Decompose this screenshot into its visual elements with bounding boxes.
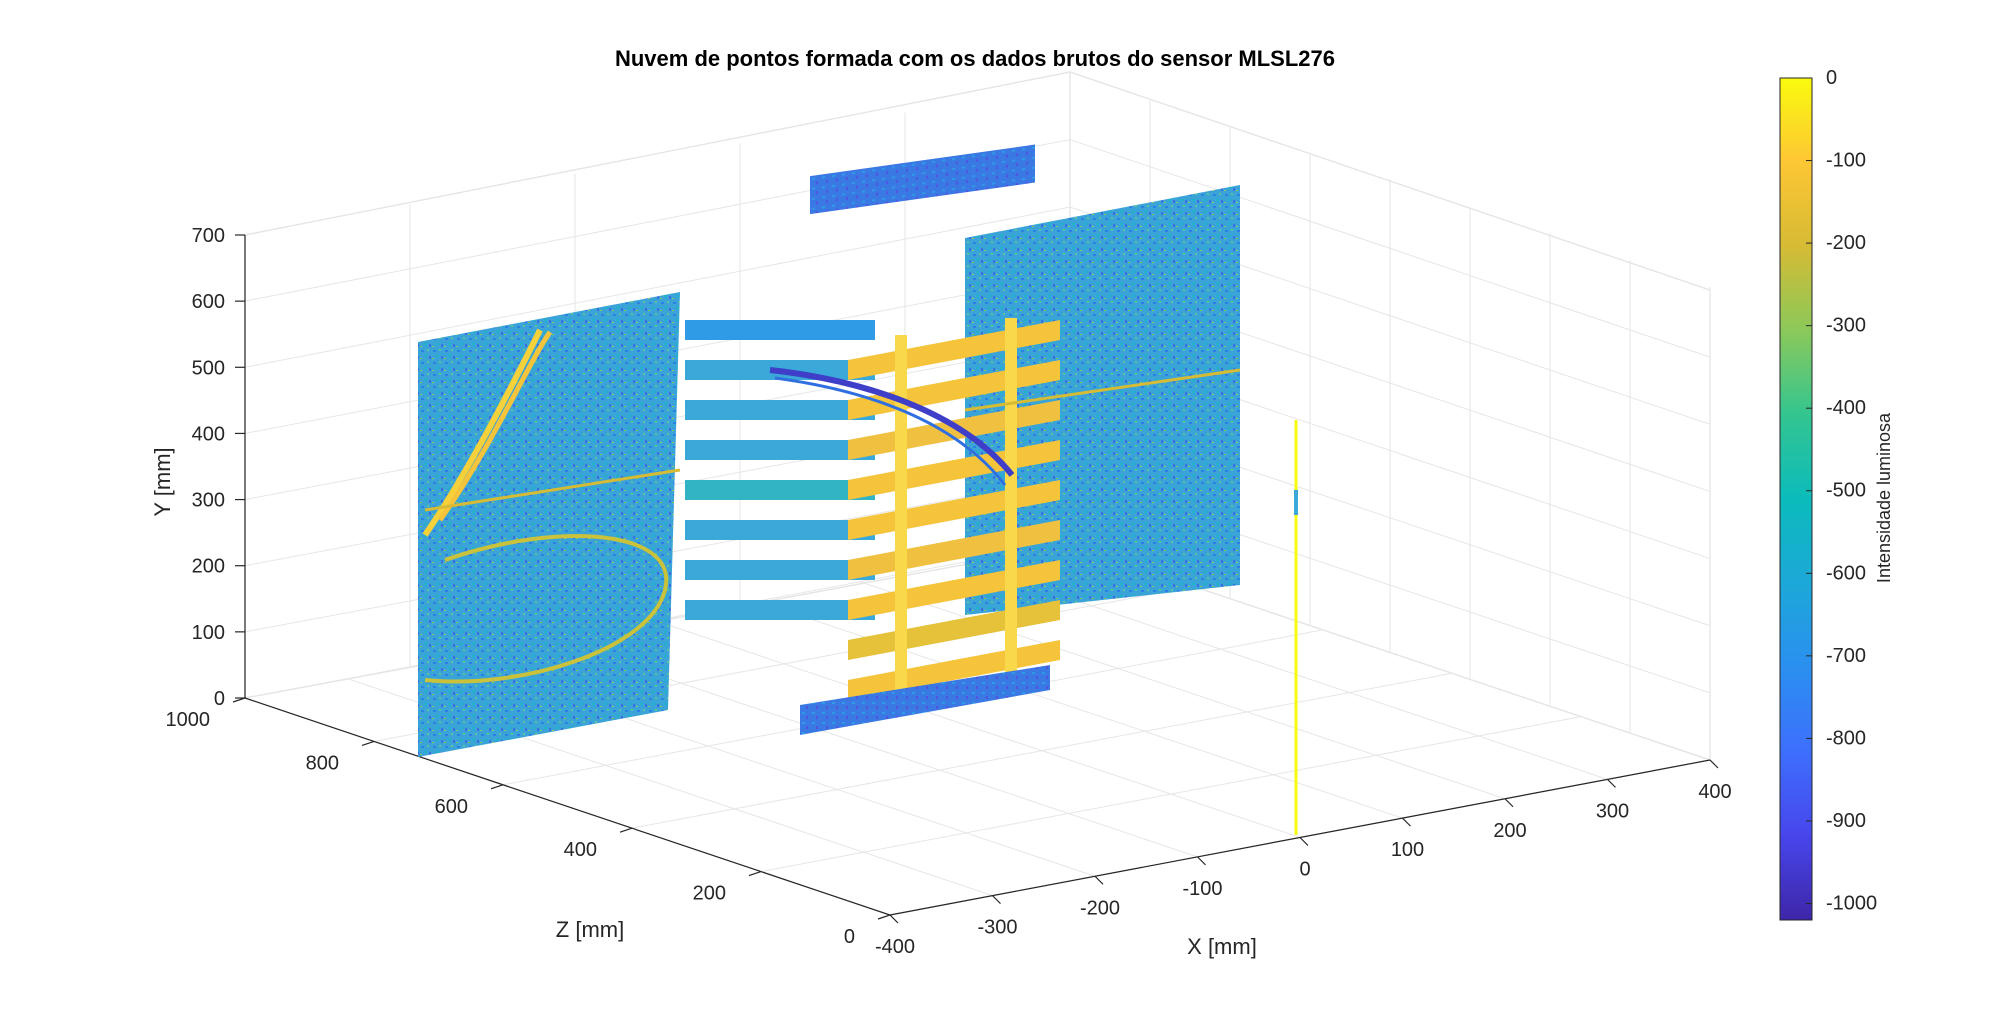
y-tick-label: 500 <box>192 357 225 379</box>
chart-title: Nuvem de pontos formada com os dados bru… <box>615 46 1335 71</box>
z-tick-label: 400 <box>564 839 597 861</box>
colorbar-tick-label: 0 <box>1826 67 1837 89</box>
x-axis-label: X [mm] <box>1187 934 1257 959</box>
x-tick-label: 400 <box>1698 781 1731 803</box>
cloud-vertical-marker <box>1294 490 1298 515</box>
colorbar-tick-label: -200 <box>1826 232 1866 254</box>
x-tick-label: -200 <box>1080 897 1120 919</box>
colorbar-tick-label: -600 <box>1826 562 1866 584</box>
x-tick-label: -400 <box>875 936 915 958</box>
colorbar-tick-label: -900 <box>1826 810 1866 832</box>
cloud-arc-left-2 <box>437 330 553 522</box>
y-axis-label: Y [mm] <box>150 447 175 516</box>
z-tick-label: 600 <box>435 796 468 818</box>
cloud-hline-right <box>964 368 1241 412</box>
y-tick-label: 700 <box>192 225 225 247</box>
z-axis-label: Z [mm] <box>556 917 624 942</box>
colorbar-tick-label: -100 <box>1826 150 1866 172</box>
cloud-curve-blue-2 <box>774 376 1007 486</box>
colorbar-tick-label: -500 <box>1826 480 1866 502</box>
x-tick-label: 300 <box>1596 800 1629 822</box>
z-tick-label: 1000 <box>166 709 211 731</box>
colorbar-gradient <box>1779 77 1813 921</box>
cloud-hline-left <box>424 468 681 512</box>
y-tick-label: 400 <box>192 423 225 445</box>
y-tick-label: 300 <box>192 490 225 512</box>
colorbar-tick-label: -1000 <box>1826 892 1877 914</box>
cloud-panel-left <box>418 292 680 757</box>
colorbar-label: Intensidade luminosa <box>1874 412 1894 583</box>
z-tick-label: 800 <box>306 752 339 774</box>
x-tick-labels: -400 -300 -200 -100 0 100 200 300 400 <box>875 759 1732 958</box>
colorbar-ticks: 0 -100 -200 -300 -400 -500 -600 -700 -800 -900 -10… <box>1806 67 1877 914</box>
cloud-arc-left <box>422 328 543 537</box>
x-tick-label: 200 <box>1493 820 1526 842</box>
colorbar: 0 -100 -200 -300 -400 -500 -600 -700 -800 -900 -10… <box>1779 67 1894 921</box>
y-tick-label: 100 <box>192 622 225 644</box>
y-tick-label: 0 <box>214 688 225 710</box>
cloud-ellipse-left <box>424 534 669 684</box>
y-tick-label: 200 <box>192 556 225 578</box>
z-tick-labels: 0 200 400 600 800 1000 <box>166 697 891 948</box>
colorbar-tick-label: -300 <box>1826 315 1866 337</box>
x-tick-label: -300 <box>977 917 1017 939</box>
cloud-band-blue-top <box>810 144 1035 215</box>
z-axis-line <box>244 697 891 916</box>
z-tick-label: 0 <box>844 926 855 948</box>
colorbar-tick-label: -800 <box>1826 727 1866 749</box>
point-cloud <box>418 144 1298 835</box>
x-tick-label: 100 <box>1391 839 1424 861</box>
cloud-curve-blue <box>769 367 1015 477</box>
x-tick-label: -100 <box>1182 878 1222 900</box>
x-tick-label: 0 <box>1299 859 1310 881</box>
y-tick-label: 600 <box>192 291 225 313</box>
z-tick-label: 200 <box>693 883 726 905</box>
colorbar-tick-label: -700 <box>1826 645 1866 667</box>
cloud-rails <box>800 318 1060 735</box>
colorbar-tick-label: -400 <box>1826 397 1866 419</box>
cloud-panel-right <box>965 185 1240 615</box>
y-tick-labels: 0 100 200 300 400 500 600 700 <box>192 225 245 710</box>
